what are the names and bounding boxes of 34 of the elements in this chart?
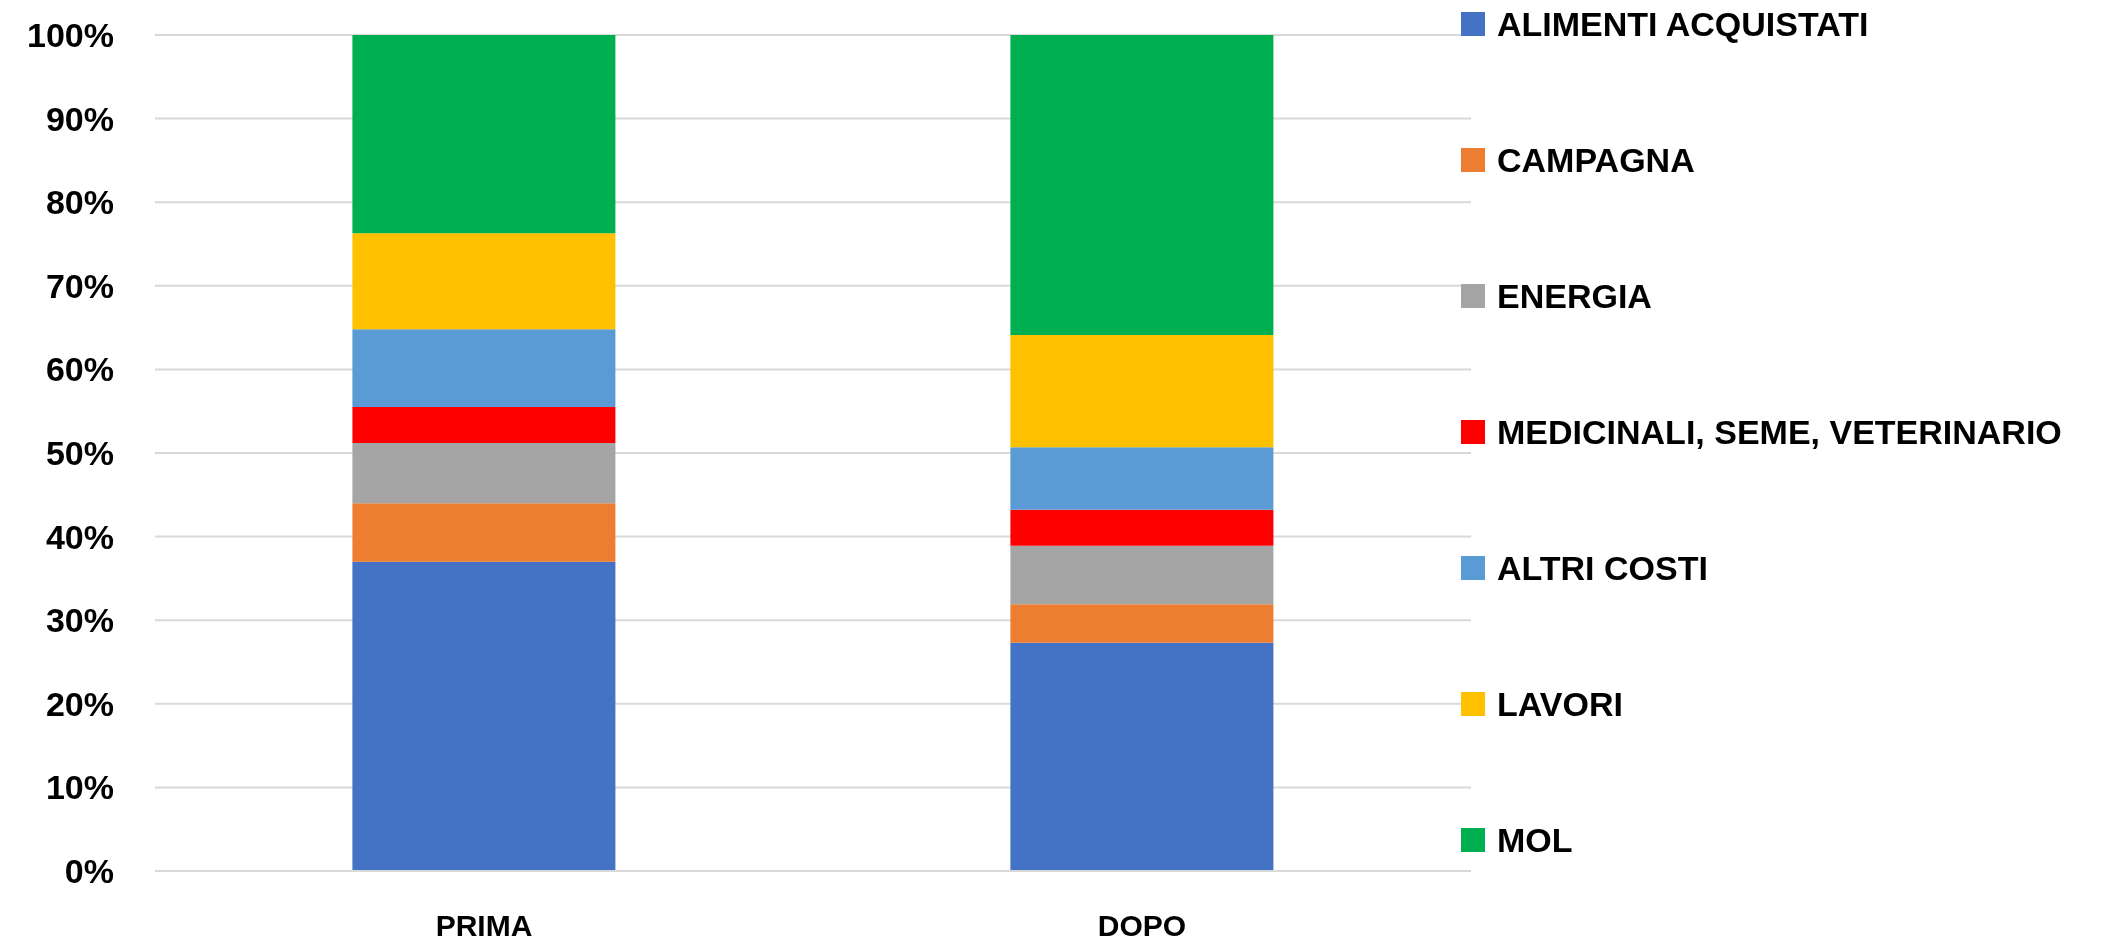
legend-label: LAVORI bbox=[1497, 684, 1623, 724]
y-tick-label: 50% bbox=[45, 434, 114, 473]
bar bbox=[352, 442, 616, 504]
y-tick-label: 90% bbox=[45, 99, 114, 138]
y-tick-label: 30% bbox=[45, 601, 114, 640]
bar bbox=[352, 407, 616, 443]
legend-label: ALTRI COSTI bbox=[1497, 548, 1708, 588]
x-tick-label: DOPO bbox=[1097, 909, 1187, 943]
bar bbox=[352, 35, 616, 234]
y-tick-label: 10% bbox=[45, 768, 114, 807]
legend-label: ENERGIA bbox=[1497, 276, 1652, 316]
bar bbox=[352, 329, 616, 408]
bar bbox=[1010, 447, 1274, 510]
bar bbox=[1010, 35, 1274, 336]
bar bbox=[352, 233, 616, 330]
bar bbox=[1010, 642, 1274, 871]
y-tick-label: 40% bbox=[45, 517, 114, 556]
y-tick-label: 80% bbox=[45, 183, 114, 222]
legend-label: MOL bbox=[1497, 820, 1573, 860]
legend-label: CAMPAGNA bbox=[1497, 140, 1695, 180]
x-tick-label: PRIMA bbox=[435, 909, 533, 943]
y-tick-label: 100% bbox=[27, 16, 114, 55]
y-tick-label: 70% bbox=[45, 266, 114, 305]
bar bbox=[352, 503, 616, 562]
y-tick-label: 0% bbox=[64, 852, 114, 891]
bar bbox=[1010, 545, 1274, 605]
bar bbox=[1010, 509, 1274, 546]
y-tick-label: 60% bbox=[45, 350, 114, 389]
legend-label: MEDICINALI, SEME, VETERINARIO bbox=[1497, 412, 2062, 452]
y-tick-label: 20% bbox=[45, 684, 114, 723]
bar bbox=[1010, 604, 1274, 643]
bar bbox=[352, 561, 616, 871]
legend-label: ALIMENTI ACQUISTATI bbox=[1497, 4, 1869, 44]
bar bbox=[1010, 335, 1274, 448]
